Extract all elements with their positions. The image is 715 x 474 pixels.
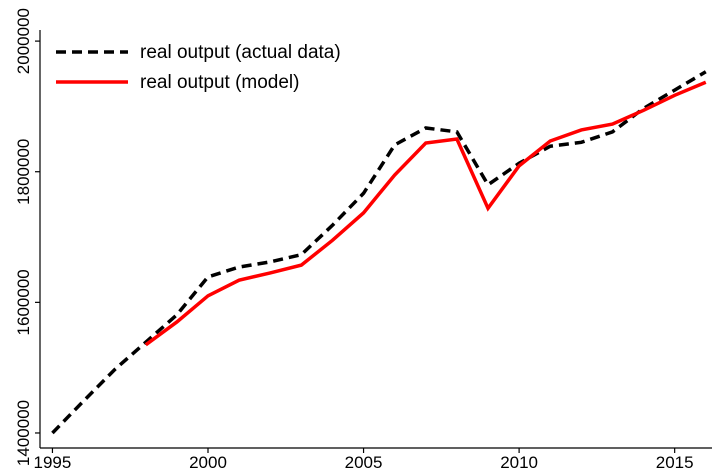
y-tick-label: 1400000 (14, 400, 33, 466)
series-line (51, 70, 707, 435)
x-tick-label: 2015 (656, 453, 694, 472)
legend-label: real output (actual data) (140, 42, 341, 63)
legend-box (44, 31, 389, 99)
legend: real output (actual data) real output (mo… (44, 31, 389, 99)
x-tick-label: 2000 (189, 453, 227, 472)
x-tick-label: 1995 (34, 453, 72, 472)
y-tick-label: 2000000 (14, 8, 33, 74)
legend-label: real output (model) (140, 72, 299, 93)
x-tick-label: 2010 (500, 453, 538, 472)
y-tick-label: 1600000 (14, 269, 33, 335)
series-line (144, 80, 707, 347)
x-tick-label: 2005 (345, 453, 383, 472)
y-tick-label: 1800000 (14, 139, 33, 205)
